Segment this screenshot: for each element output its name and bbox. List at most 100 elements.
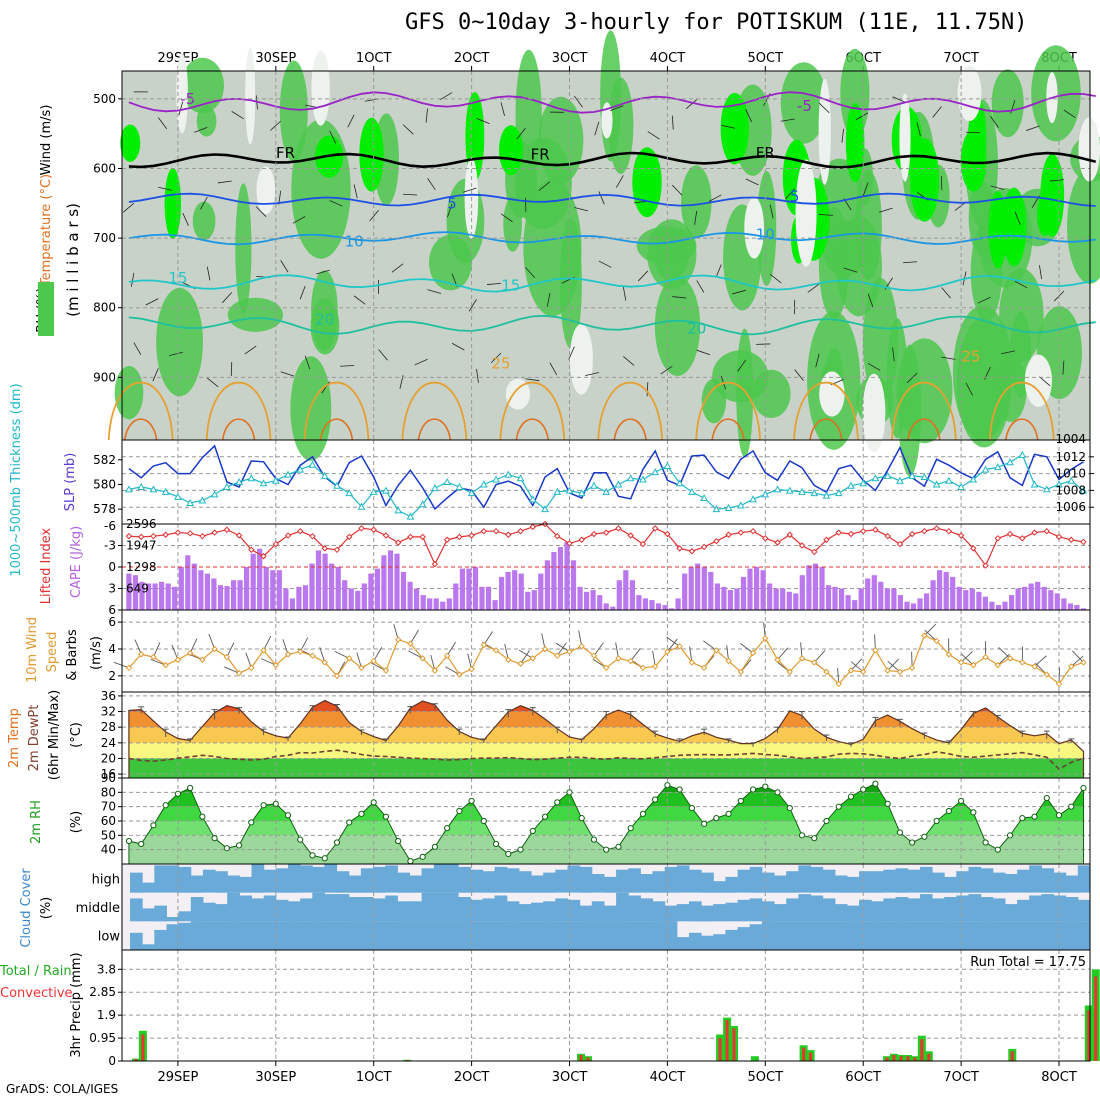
cape-bar <box>767 583 773 610</box>
wind-barb <box>292 216 306 224</box>
wind-speed-point <box>199 656 206 663</box>
wind-barb <box>879 207 893 213</box>
wind-speed-point <box>419 655 426 662</box>
cape-bar <box>917 598 923 610</box>
cloud-cell-low <box>263 921 277 950</box>
temp-band <box>128 742 1084 759</box>
rh-point <box>174 790 181 797</box>
x-tick-top-3OCT: 3OCT <box>552 51 588 66</box>
ylabel-millibars: (m i l l i b a r s) <box>64 203 82 317</box>
ylabel-rh-units: (%) <box>69 811 84 834</box>
wind-barb <box>208 633 216 650</box>
cloud-cell-low <box>202 921 216 950</box>
wind-barb <box>483 631 493 646</box>
cloud-cell-high <box>385 865 398 893</box>
cloud-cell-low <box>798 921 812 950</box>
cloud-cell-middle <box>373 898 386 922</box>
wind-barb <box>403 193 418 196</box>
wind-speed-point <box>970 661 977 669</box>
li-point <box>186 530 194 537</box>
wind-barb <box>1039 265 1043 280</box>
cape-bar <box>727 590 733 610</box>
li-point <box>382 532 390 539</box>
y-tick-li: 6 <box>108 603 116 617</box>
cape-bar <box>342 580 348 610</box>
rh-point <box>480 817 487 825</box>
cape-bar <box>1067 603 1073 610</box>
x-tick-top-1OCT: 1OCT <box>356 51 392 66</box>
cloud-cell-high <box>1004 874 1018 893</box>
wind-barb <box>708 194 722 202</box>
wind-speed-point <box>468 665 475 673</box>
wind-barb <box>178 101 184 116</box>
wind-barb <box>152 368 159 382</box>
li-point <box>174 529 182 536</box>
cape-bar <box>146 583 152 610</box>
cloud-cell-middle <box>944 897 957 922</box>
cape-bar <box>884 588 890 610</box>
isotherm-5 <box>128 192 1096 207</box>
wind-barb <box>721 124 736 129</box>
li-point <box>639 540 647 548</box>
thickness-point <box>333 481 341 489</box>
cape-bar <box>1028 583 1034 610</box>
li-point <box>1031 529 1038 536</box>
thickness-point <box>1067 476 1076 484</box>
li-point <box>676 545 683 552</box>
cloud-cell-middle <box>1017 899 1030 922</box>
cape-bar <box>172 586 178 610</box>
cloud-cell-low <box>725 929 739 950</box>
precip-total-bar <box>750 1056 759 1061</box>
cloud-cell-middle <box>567 899 581 922</box>
isotherm-label: 20 <box>315 311 334 329</box>
cape-bar <box>760 570 766 610</box>
thickness-point <box>993 463 1002 471</box>
cloud-cell-middle <box>470 899 483 922</box>
thickness-point <box>149 485 158 493</box>
thickness-point <box>418 500 427 508</box>
wind-barb <box>574 95 583 108</box>
wind-barb <box>785 188 795 200</box>
x-tick-bottom-4OCT: 4OCT <box>650 1070 686 1085</box>
li-point <box>578 536 585 543</box>
cloud-cell-high <box>603 876 617 893</box>
rh-point <box>138 840 145 848</box>
li-point <box>554 532 561 540</box>
isotherm-label: 15 <box>501 276 520 294</box>
ylabel-minmax: (6hr Min/Max) <box>47 690 62 780</box>
precip-convective-bar <box>1010 1051 1014 1061</box>
wind-barb <box>304 355 311 370</box>
cloud-cell-low <box>664 921 678 950</box>
cloud-cell-high <box>725 876 739 893</box>
rh-point <box>492 840 500 848</box>
li-point <box>272 540 280 548</box>
cloud-cell-high <box>640 874 654 893</box>
wind-speed-point <box>774 656 781 663</box>
wind-barb <box>340 365 355 367</box>
cape-bar <box>159 581 165 610</box>
isotherm-30 <box>1005 418 1039 441</box>
temp-bands <box>128 700 1084 778</box>
cloud-cell-middle <box>749 898 763 922</box>
cloud-cell-high <box>543 872 556 893</box>
rh-saturated-area <box>120 124 141 162</box>
cape-bar <box>276 570 282 610</box>
wind-barb <box>623 356 635 366</box>
cape-bar <box>1002 601 1008 610</box>
cloud-cell-high <box>263 869 277 893</box>
li-point <box>492 527 500 535</box>
cape-bar <box>708 571 714 610</box>
rh-point <box>199 813 206 820</box>
rh-point <box>309 852 316 859</box>
cloud-cell-middle <box>263 895 277 922</box>
cloud-cell-high <box>567 865 581 893</box>
li-point <box>737 529 745 536</box>
cloud-cell-low <box>288 921 301 950</box>
thickness-point <box>700 494 708 502</box>
thickness-point <box>932 480 941 488</box>
rh-point <box>419 853 426 860</box>
wind-barb <box>855 112 869 121</box>
rh-point <box>994 846 1001 853</box>
wind-speed-point <box>578 643 585 650</box>
cloud-cell-middle <box>251 898 265 922</box>
